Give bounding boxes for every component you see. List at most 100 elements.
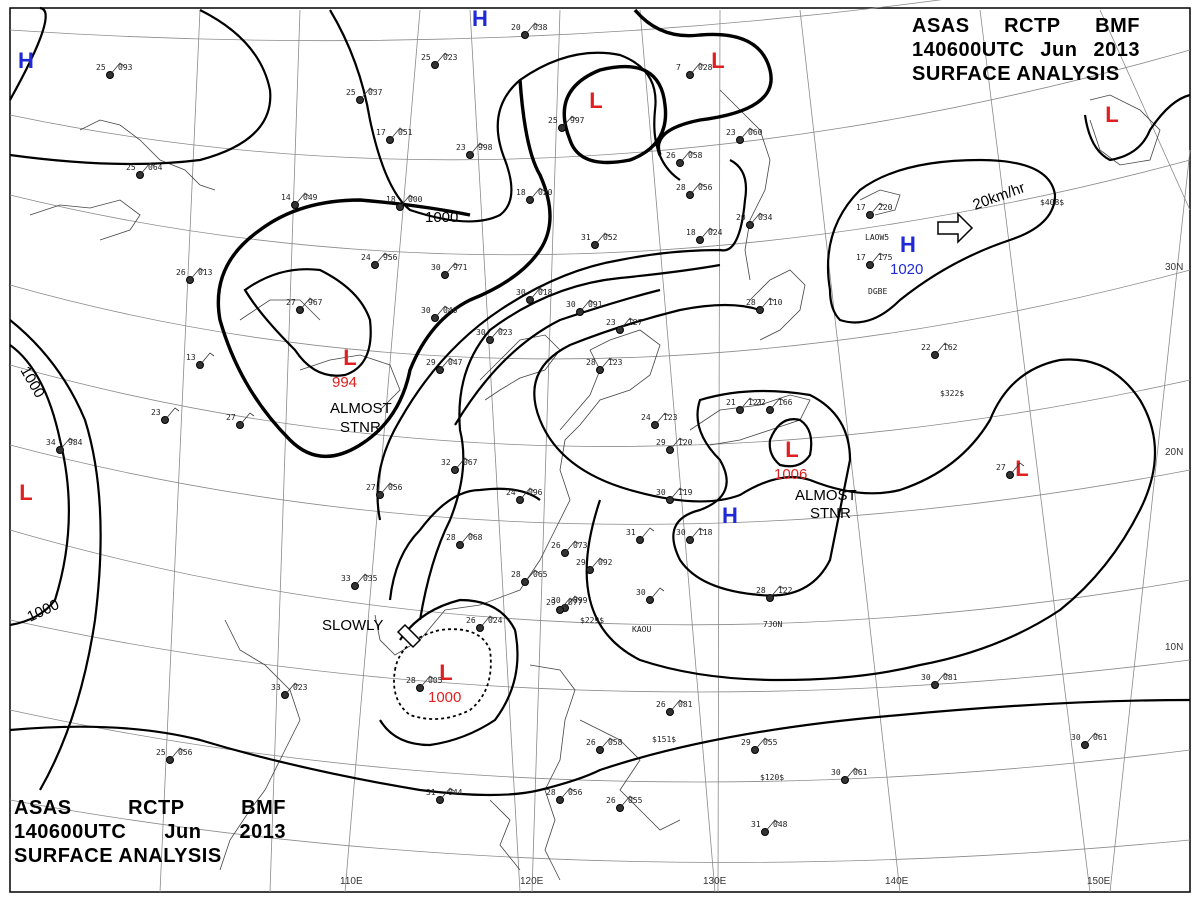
- station-temperature: 31: [751, 820, 761, 829]
- station-plot: 29 055: [741, 737, 778, 754]
- station-plot: 27 056: [366, 482, 403, 499]
- station-plot: 29 047: [426, 357, 463, 374]
- wind-barb-icon: [164, 407, 180, 421]
- station-pressure: 056: [178, 748, 193, 757]
- station-temperature: 20: [511, 23, 521, 32]
- wind-barb-icon: [529, 287, 545, 301]
- station-temperature: 30: [676, 528, 686, 537]
- station-temperature: 29: [576, 558, 586, 567]
- header-month: Jun: [1040, 39, 1078, 61]
- header-agency: ASAS: [14, 797, 72, 819]
- wind-barb-icon: [479, 615, 495, 629]
- wind-barb-icon: [489, 327, 505, 341]
- station-pressure: 099: [573, 596, 588, 605]
- station-ids: LAOW5 DGBE KAOU 7JON $408$ $322$ $229$ $151$ $12…: [580, 198, 1064, 782]
- pressure-center-value: 1020: [890, 261, 923, 278]
- station-temperature: 31: [581, 233, 591, 242]
- station-temperature: 20: [736, 213, 746, 222]
- wind-barb-icon: [649, 587, 665, 601]
- station-temperature: 30: [421, 306, 431, 315]
- station-temperature: 28: [446, 533, 456, 542]
- wind-barb-icon: [619, 795, 635, 809]
- station-temperature: 27: [226, 413, 236, 422]
- coastlines: [29, 89, 1161, 881]
- station-plot: 28 056: [676, 182, 713, 199]
- station-pressure: 035: [363, 574, 378, 583]
- header-title: SURFACE ANALYSIS: [14, 845, 222, 867]
- motion-arrow-icon: [937, 212, 974, 244]
- pressure-center-value: 1006: [774, 466, 807, 483]
- station-pressure: 175: [878, 253, 893, 262]
- station-plot: 32 067: [441, 457, 478, 474]
- station-plot: 30 081: [921, 672, 958, 689]
- header-code: BMF: [241, 797, 286, 819]
- station-pressure: 081: [678, 700, 693, 709]
- station-plot: 26 013: [176, 267, 213, 284]
- header-month: Jun: [164, 821, 202, 843]
- station-temperature: 27: [996, 463, 1006, 472]
- station-pressure: 067: [463, 458, 478, 467]
- header-station: RCTP: [128, 797, 185, 819]
- parallels: [9, 0, 1191, 863]
- header-year: 2013: [1093, 39, 1140, 61]
- station-pressure: 051: [398, 128, 413, 137]
- station-pressure: 023: [443, 53, 458, 62]
- isobars: [9, 6, 1191, 797]
- station-plot: 28 123: [586, 357, 623, 374]
- station-pressure: 024: [708, 228, 723, 237]
- station-plot: 21 121: [726, 397, 763, 414]
- header-agency: ASAS: [912, 15, 970, 37]
- almost-stnr-label: STNR: [340, 419, 381, 436]
- station-temperature: 30: [636, 588, 646, 597]
- station-temperature: 26: [666, 151, 676, 160]
- station-temperature: 25: [421, 53, 431, 62]
- station-plot: 25 064: [126, 162, 163, 179]
- station-plot: 25 023: [421, 52, 458, 69]
- station-temperature: 24: [506, 488, 516, 497]
- wind-barb-icon: [589, 557, 605, 571]
- wind-barb-icon: [109, 62, 125, 76]
- station-plot: 28 065: [511, 569, 548, 586]
- station-temperature: 26: [551, 541, 561, 550]
- header-time: 140600UTC: [14, 821, 127, 843]
- pressure-center-value: 1000: [428, 689, 461, 706]
- station-pressure: 091: [588, 300, 603, 309]
- wind-barb-icon: [934, 672, 950, 686]
- high-pressure-marker: H: [900, 232, 916, 257]
- station-plot: 25 997: [548, 115, 585, 132]
- high-pressure-marker: H: [18, 48, 34, 73]
- wind-barb-icon: [139, 162, 155, 176]
- wind-barb-icon: [469, 142, 485, 156]
- station-pressure: 058: [608, 738, 623, 747]
- station-plot: 30 118: [676, 527, 713, 544]
- station-temperature: 32: [441, 458, 451, 467]
- station-pressure: 984: [68, 438, 83, 447]
- station-pressure: 023: [293, 683, 308, 692]
- station-temperature: 21: [726, 398, 736, 407]
- wind-barb-icon: [669, 437, 685, 451]
- station-temperature: 17: [856, 253, 866, 262]
- station-plot: 14 049: [281, 192, 318, 209]
- station-pressure: 056: [568, 788, 583, 797]
- station-temperature: 26: [176, 268, 186, 277]
- station-pressure: 034: [758, 213, 773, 222]
- wind-barb-icon: [689, 182, 705, 196]
- wind-barb-icon: [619, 317, 635, 331]
- station-plot: 31: [626, 527, 655, 544]
- station-temperature: 30: [476, 328, 486, 337]
- station-plot: 30 040: [421, 305, 458, 322]
- station-temperature: 14: [281, 193, 291, 202]
- wind-barb-icon: [389, 127, 405, 141]
- station-temperature: 28: [586, 358, 596, 367]
- station-temperature: 26: [656, 700, 666, 709]
- wind-barb-icon: [169, 747, 185, 761]
- wind-barb-icon: [439, 787, 455, 801]
- station-temperature: 25: [346, 88, 356, 97]
- station-temperature: 23: [606, 318, 616, 327]
- station-pressure: 122: [778, 586, 793, 595]
- wind-barb-icon: [444, 262, 460, 276]
- station-pressure: 123: [608, 358, 623, 367]
- station-id: KAOU: [632, 625, 651, 634]
- station-pressure: 093: [118, 63, 133, 72]
